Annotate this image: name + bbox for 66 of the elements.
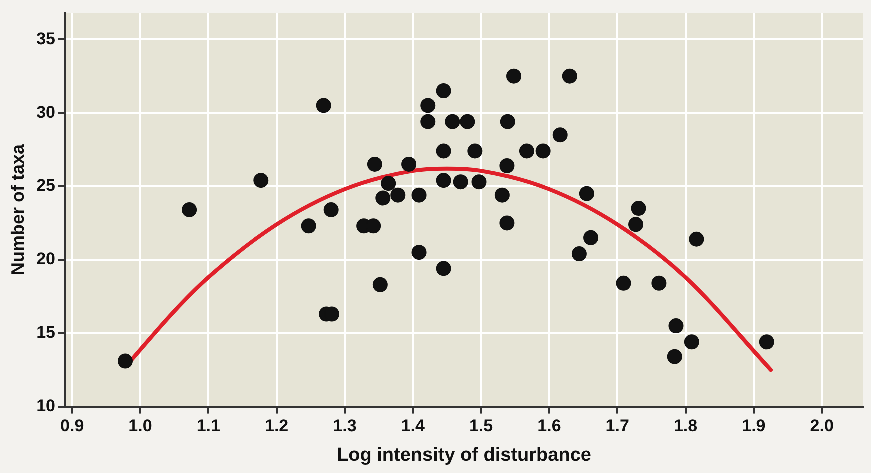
point xyxy=(552,128,568,143)
point xyxy=(468,144,483,159)
x-tick-label: 2.0 xyxy=(810,416,834,436)
point xyxy=(519,144,534,159)
y-tick-label: 20 xyxy=(36,250,56,269)
x-tick-label: 1.7 xyxy=(606,416,630,436)
point xyxy=(494,188,510,203)
point xyxy=(182,202,198,218)
point xyxy=(372,277,388,292)
point xyxy=(436,144,452,159)
point xyxy=(376,190,391,206)
point xyxy=(500,158,515,174)
point xyxy=(436,261,452,276)
x-tick-label: 1.5 xyxy=(469,416,494,436)
point xyxy=(436,173,452,188)
point xyxy=(420,114,436,130)
point xyxy=(412,245,427,260)
point xyxy=(584,230,599,246)
y-tick-label: 35 xyxy=(36,29,56,48)
x-tick-label: 1.0 xyxy=(128,416,152,436)
point xyxy=(668,318,684,334)
point xyxy=(445,114,460,130)
y-tick-label: 30 xyxy=(36,102,56,122)
point xyxy=(689,232,704,247)
x-tick-label: 1.2 xyxy=(264,416,289,436)
point xyxy=(684,334,700,350)
point xyxy=(631,201,646,216)
point xyxy=(536,144,551,159)
point xyxy=(390,188,406,203)
y-tick-label: 25 xyxy=(36,176,56,196)
x-tick-label: 0.9 xyxy=(60,416,84,436)
point xyxy=(381,176,396,192)
point xyxy=(759,334,774,350)
point xyxy=(254,173,269,188)
x-tick-label: 1.1 xyxy=(196,416,220,436)
point xyxy=(616,276,632,291)
x-tick-label: 1.4 xyxy=(401,416,426,436)
point xyxy=(316,98,332,114)
point xyxy=(652,276,667,291)
point xyxy=(402,156,417,172)
y-tick-label: 10 xyxy=(36,396,56,416)
y-tick-label: 15 xyxy=(36,323,56,342)
x-axis-title: Log intensity of disturbance xyxy=(337,444,592,466)
point xyxy=(500,114,516,130)
y-axis-title: Number of taxa xyxy=(8,144,28,276)
point xyxy=(472,174,487,190)
point xyxy=(436,84,452,99)
point xyxy=(453,174,468,190)
x-tick-label: 1.6 xyxy=(538,416,562,436)
point xyxy=(628,217,644,232)
point xyxy=(562,68,578,84)
point xyxy=(367,156,382,172)
point xyxy=(412,188,427,203)
point xyxy=(301,218,316,234)
point xyxy=(324,202,339,218)
point xyxy=(579,186,594,202)
x-tick-label: 1.8 xyxy=(674,416,698,436)
point xyxy=(460,114,476,130)
point xyxy=(572,246,587,262)
x-tick-label: 1.9 xyxy=(742,416,766,436)
point xyxy=(506,68,522,84)
x-tick-label: 1.3 xyxy=(333,416,357,436)
point xyxy=(500,216,515,231)
point xyxy=(667,349,682,364)
point xyxy=(118,354,133,369)
point xyxy=(420,98,436,114)
